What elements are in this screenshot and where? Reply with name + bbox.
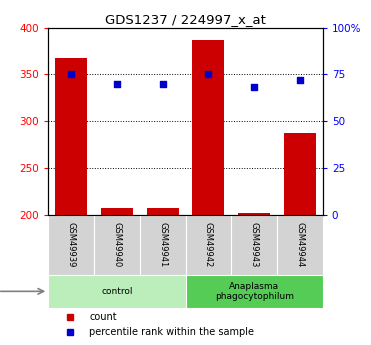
- Text: GSM49940: GSM49940: [112, 222, 121, 267]
- Text: control: control: [101, 287, 132, 296]
- Text: GSM49941: GSM49941: [158, 222, 167, 267]
- Bar: [231, 215, 277, 275]
- Bar: [284, 133, 316, 215]
- Bar: [48, 275, 186, 308]
- Bar: [94, 215, 140, 275]
- Bar: [238, 213, 270, 215]
- Text: Anaplasma
phagocytophilum: Anaplasma phagocytophilum: [215, 282, 293, 301]
- Title: GDS1237 / 224997_x_at: GDS1237 / 224997_x_at: [105, 13, 266, 27]
- Point: [114, 81, 120, 87]
- Bar: [147, 208, 179, 215]
- Point: [297, 77, 303, 83]
- Text: GSM49942: GSM49942: [204, 222, 213, 267]
- Text: GSM49939: GSM49939: [67, 222, 76, 267]
- Bar: [192, 40, 224, 215]
- Bar: [101, 208, 133, 215]
- Bar: [186, 275, 323, 308]
- Bar: [48, 215, 94, 275]
- Bar: [140, 215, 186, 275]
- Point: [160, 81, 165, 87]
- Bar: [186, 215, 231, 275]
- Text: count: count: [89, 312, 117, 322]
- Text: GSM49944: GSM49944: [295, 222, 304, 267]
- Bar: [55, 58, 87, 215]
- Text: GSM49943: GSM49943: [250, 222, 259, 267]
- Point: [68, 72, 74, 77]
- Bar: [277, 215, 323, 275]
- Text: percentile rank within the sample: percentile rank within the sample: [89, 326, 255, 336]
- Point: [251, 85, 257, 90]
- Point: [206, 72, 211, 77]
